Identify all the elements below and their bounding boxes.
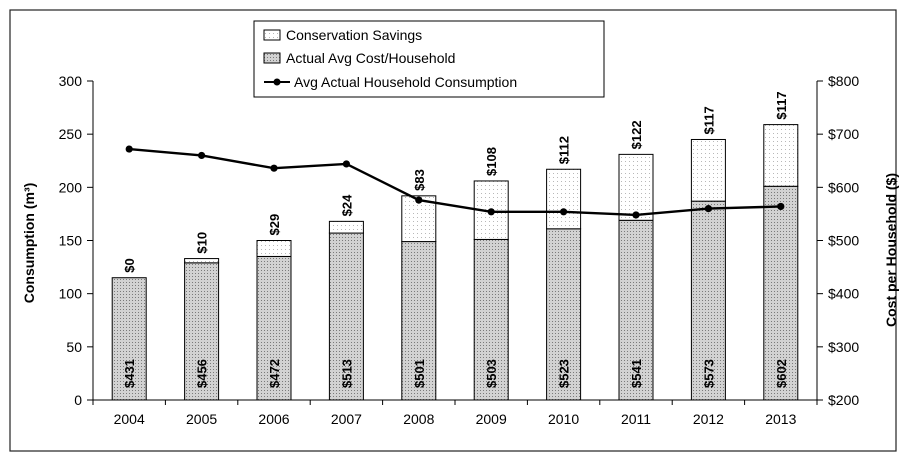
x-tick-label: 2013 bbox=[765, 411, 796, 427]
x-tick-label: 2011 bbox=[621, 411, 651, 427]
x-tick-label: 2006 bbox=[258, 411, 289, 427]
data-label-actual-cost: $573 bbox=[701, 359, 716, 388]
consumption-point bbox=[487, 208, 495, 216]
data-label-conservation-savings: $10 bbox=[195, 232, 210, 254]
y2-tick-label: $200 bbox=[828, 392, 859, 408]
legend-swatch-actual-avg-cost bbox=[263, 52, 281, 64]
y2-tick-label: $700 bbox=[828, 126, 859, 142]
bar-conservation-savings bbox=[256, 240, 292, 257]
bar-conservation-savings bbox=[328, 220, 364, 234]
data-label-conservation-savings: $122 bbox=[629, 120, 644, 149]
consumption-point bbox=[777, 202, 785, 211]
bar-actual-cost bbox=[328, 232, 364, 401]
data-label-conservation-savings: $83 bbox=[412, 169, 427, 191]
bar-actual-cost bbox=[618, 219, 654, 401]
consumption-point bbox=[198, 151, 206, 160]
bar-actual-cost bbox=[256, 255, 292, 401]
consumption-point bbox=[415, 196, 423, 204]
y-tick-label: 0 bbox=[74, 392, 82, 408]
y-tick-label: 100 bbox=[59, 286, 83, 302]
legend-swatch-conservation-savings bbox=[263, 29, 281, 41]
data-label-actual-cost: $431 bbox=[122, 359, 137, 388]
y2-tick-label: $500 bbox=[828, 233, 859, 249]
y2-tick-label: $800 bbox=[828, 73, 859, 89]
consumption-point bbox=[270, 164, 278, 172]
bar-conservation-savings bbox=[618, 153, 654, 221]
data-label-conservation-savings: $117 bbox=[701, 106, 716, 134]
bar-actual-cost bbox=[111, 277, 147, 401]
data-label-actual-cost: $602 bbox=[774, 359, 789, 388]
consumption-point bbox=[560, 208, 568, 216]
data-label-actual-cost: $541 bbox=[629, 359, 644, 388]
x-tick-label: 2008 bbox=[403, 411, 434, 427]
bar-conservation-savings bbox=[184, 258, 220, 264]
data-label-actual-cost: $501 bbox=[412, 359, 427, 388]
legend: Conservation Savings Actual Avg Cost/Hou… bbox=[253, 20, 605, 98]
y-axis-title: Consumption (m³) bbox=[21, 183, 37, 304]
data-label-actual-cost: $456 bbox=[195, 359, 210, 388]
y2-tick-label: $400 bbox=[828, 286, 859, 302]
chart-border bbox=[9, 9, 897, 452]
bar-actual-cost bbox=[473, 238, 509, 401]
bar-actual-cost bbox=[184, 262, 220, 401]
x-tick-label: 2009 bbox=[476, 411, 507, 427]
data-label-conservation-savings: $0 bbox=[122, 258, 137, 272]
data-label-conservation-savings: $108 bbox=[484, 147, 499, 176]
legend-marker-consumption bbox=[273, 78, 281, 86]
legend-label-actual-avg-cost: Actual Avg Cost/Household bbox=[286, 50, 455, 66]
data-label-actual-cost: $472 bbox=[267, 359, 282, 388]
consumption-point bbox=[632, 211, 640, 219]
data-label-actual-cost: $513 bbox=[339, 359, 354, 388]
x-tick-label: 2004 bbox=[114, 411, 145, 427]
bar-actual-cost bbox=[763, 185, 799, 401]
consumption-line bbox=[129, 147, 781, 217]
legend-label-consumption: Avg Actual Household Consumption bbox=[294, 74, 517, 90]
bar-actual-cost bbox=[546, 228, 582, 401]
consumption-point bbox=[125, 145, 133, 153]
data-label-actual-cost: $503 bbox=[484, 359, 499, 388]
y2-tick-label: $300 bbox=[828, 339, 859, 355]
data-label-actual-cost: $523 bbox=[557, 359, 572, 388]
y2-tick-label: $600 bbox=[828, 179, 859, 195]
y-tick-label: 150 bbox=[59, 233, 83, 249]
bar-conservation-savings bbox=[763, 124, 799, 187]
x-tick-label: 2007 bbox=[331, 411, 362, 427]
bar-conservation-savings bbox=[690, 138, 726, 202]
data-label-conservation-savings: $24 bbox=[339, 194, 354, 216]
consumption-point bbox=[704, 205, 713, 213]
y2-axis-title: Cost per Household ($) bbox=[883, 173, 899, 327]
data-label-conservation-savings: $117 bbox=[774, 91, 789, 119]
y-tick-label: 50 bbox=[66, 339, 82, 355]
data-label-conservation-savings: $112 bbox=[557, 136, 572, 164]
y-tick-label: 300 bbox=[59, 73, 83, 89]
x-tick-label: 2005 bbox=[186, 411, 217, 427]
data-label-conservation-savings: $29 bbox=[267, 214, 282, 236]
x-tick-label: 2010 bbox=[548, 411, 579, 427]
legend-label-conservation-savings: Conservation Savings bbox=[286, 27, 422, 43]
y-tick-label: 250 bbox=[59, 126, 83, 142]
x-tick-label: 2012 bbox=[693, 411, 724, 427]
bar-conservation-savings bbox=[546, 168, 582, 230]
legend-box bbox=[253, 20, 605, 98]
plot-area: 0 50 100 150 200 250 300 $200 $300 $400 $500 $600 $7… bbox=[59, 73, 860, 427]
bar-actual-cost bbox=[690, 200, 726, 401]
consumption-point bbox=[342, 160, 350, 168]
y-tick-label: 200 bbox=[59, 179, 83, 195]
